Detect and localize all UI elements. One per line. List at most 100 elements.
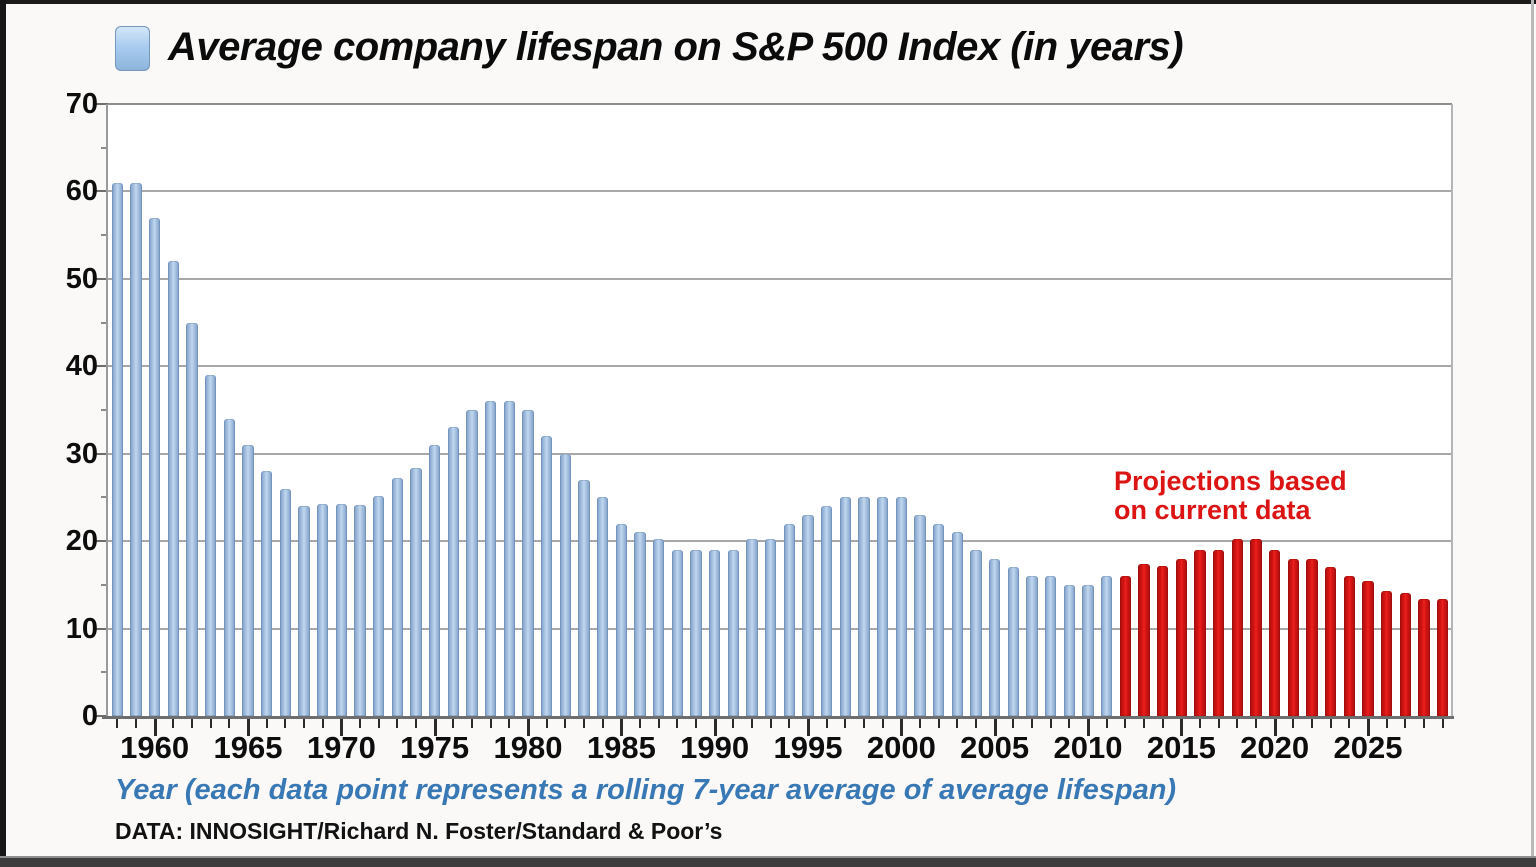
bar-1998 (858, 497, 870, 716)
x-tick-2010 (1087, 719, 1090, 736)
x-tick-2007 (1031, 719, 1033, 728)
data-credit: DATA: INNOSIGHT/Richard N. Foster/Standa… (115, 818, 723, 844)
bar-1993 (764, 538, 777, 716)
page-frame-left (0, 0, 6, 865)
x-axis-label-1995: 1995 (773, 730, 843, 765)
x-tick-1994 (788, 719, 791, 728)
x-tick-2015 (1180, 719, 1184, 736)
x-tick-1979 (508, 719, 511, 728)
bar-2026 (1380, 590, 1393, 716)
x-tick-2013 (1143, 719, 1145, 728)
y-tick-30 (96, 452, 108, 455)
bar-1989 (690, 549, 702, 716)
x-tick-1977 (471, 719, 473, 728)
bar-2005 (988, 558, 1001, 716)
bar-1976 (447, 427, 460, 716)
y-minor-tick-45 (101, 321, 108, 324)
bar-2000 (895, 497, 908, 716)
x-axis-label-1985: 1985 (586, 730, 656, 765)
x-tick-2014 (1161, 719, 1164, 728)
bar-2029 (1436, 598, 1449, 716)
bar-1981 (540, 436, 553, 716)
x-tick-2029 (1441, 719, 1444, 728)
gridline-60 (108, 190, 1452, 193)
x-tick-2009 (1068, 719, 1071, 728)
bar-1988 (671, 549, 684, 716)
bar-1978 (484, 401, 497, 716)
gridline-40 (108, 365, 1452, 368)
x-axis-label-2010: 2010 (1053, 730, 1123, 765)
y-tick-60 (96, 190, 108, 193)
x-axis-label-1980: 1980 (493, 730, 563, 765)
x-tick-2012 (1124, 719, 1127, 728)
bar-1985 (615, 523, 628, 716)
x-tick-2004 (975, 719, 977, 728)
bar-2021 (1287, 558, 1300, 716)
x-tick-1976 (452, 719, 455, 728)
x-tick-1967 (284, 719, 287, 728)
y-axis-label-30: 30 (65, 437, 98, 470)
bar-1968 (298, 506, 310, 716)
bar-1986 (634, 532, 646, 716)
x-axis-line (102, 716, 1454, 719)
y-axis-label-10: 10 (65, 612, 98, 645)
bar-1971 (354, 505, 366, 716)
bar-2028 (1418, 598, 1430, 716)
bar-1979 (503, 401, 516, 716)
bar-2008 (1044, 576, 1057, 716)
bar-1967 (279, 488, 292, 716)
bar-1969 (316, 504, 329, 716)
y-axis-label-20: 20 (65, 525, 98, 558)
x-axis-label-2000: 2000 (866, 730, 936, 765)
x-tick-1969 (321, 719, 324, 728)
x-tick-1968 (303, 719, 305, 728)
y-tick-20 (96, 540, 108, 543)
y-axis-label-70: 70 (65, 88, 98, 120)
bar-2020 (1268, 549, 1281, 716)
x-axis-label-1990: 1990 (680, 730, 750, 765)
x-tick-2027 (1404, 719, 1407, 728)
bar-1992 (746, 539, 758, 716)
x-axis-caption: Year (each data point represents a rolli… (115, 774, 1177, 806)
bar-1962 (186, 322, 198, 716)
bar-2004 (970, 549, 982, 716)
x-tick-2021 (1292, 719, 1295, 728)
y-axis-label-50: 50 (65, 262, 98, 295)
bar-1965 (242, 444, 254, 716)
x-tick-2028 (1423, 719, 1425, 728)
bar-2019 (1250, 539, 1262, 716)
y-tick-10 (96, 627, 108, 630)
bar-2001 (914, 514, 926, 716)
x-tick-1971 (359, 719, 361, 728)
x-tick-2024 (1348, 719, 1351, 728)
x-tick-2002 (937, 719, 940, 728)
x-axis-label-2020: 2020 (1240, 730, 1310, 765)
x-tick-1988 (676, 719, 679, 728)
projection-annotation-line1: Projections based (1114, 466, 1347, 496)
plot-area (108, 104, 1452, 716)
x-tick-1981 (545, 719, 548, 728)
y-axis-line (106, 104, 108, 718)
bar-1991 (727, 549, 740, 716)
bar-1996 (820, 506, 833, 716)
page-frame-bottom (0, 856, 1536, 867)
projection-annotation-line2: on current data (1114, 495, 1311, 525)
y-minor-tick-65 (101, 146, 108, 149)
page-frame-right (1531, 0, 1534, 865)
x-tick-1963 (209, 719, 212, 728)
bar-1963 (204, 375, 217, 716)
y-axis-label-60: 60 (65, 175, 98, 208)
x-tick-1982 (564, 719, 567, 728)
legend-swatch-historical (115, 26, 150, 71)
x-tick-1984 (601, 719, 604, 728)
bar-2016 (1194, 549, 1206, 716)
bar-1977 (466, 410, 478, 716)
x-tick-1964 (228, 719, 231, 728)
x-tick-2023 (1329, 719, 1332, 728)
x-tick-1980 (527, 719, 530, 736)
bar-1997 (839, 497, 852, 716)
x-tick-2017 (1217, 719, 1220, 728)
x-tick-1998 (863, 719, 865, 728)
x-tick-1959 (135, 719, 137, 728)
